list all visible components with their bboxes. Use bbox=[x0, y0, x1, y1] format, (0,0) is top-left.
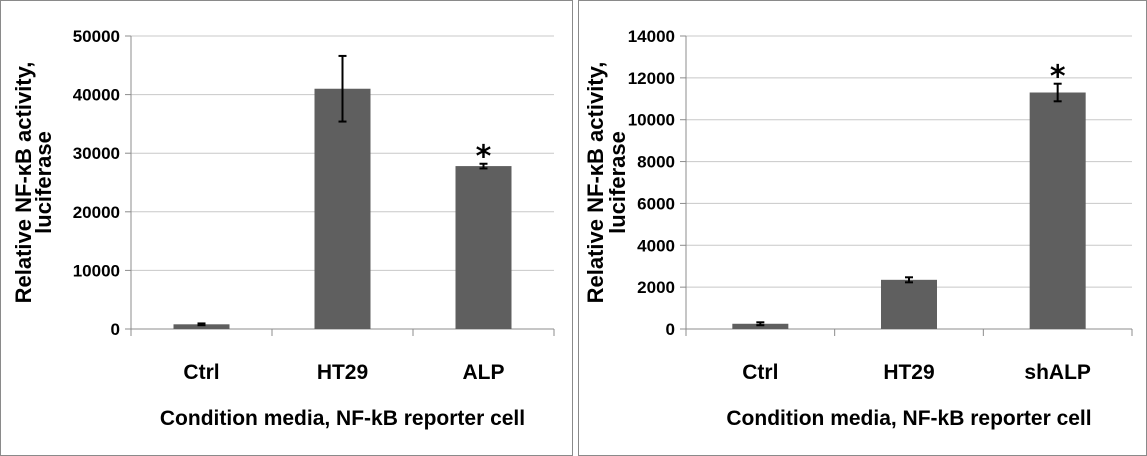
chart-left: 0 10000 20000 30000 40000 50000 Ctrl HT29 * ALP Co… bbox=[11, 27, 555, 430]
y-tick-label: 40000 bbox=[73, 86, 120, 105]
bar-shalp bbox=[1029, 92, 1086, 329]
bar-ctrl bbox=[173, 324, 230, 329]
x-category-label: HT29 bbox=[883, 361, 934, 384]
bar-ht29 bbox=[314, 88, 371, 330]
y-axis-title-line2: luciferase bbox=[31, 131, 56, 234]
y-tick-label: 14000 bbox=[628, 27, 675, 46]
x-category-label: shALP bbox=[1024, 361, 1091, 384]
y-axis-title-line1: Relative NF-κB activity, bbox=[583, 62, 608, 304]
y-tick-label: 12000 bbox=[628, 69, 675, 88]
y-tick-label: 10000 bbox=[73, 261, 120, 280]
x-category-label: Ctrl bbox=[183, 361, 219, 384]
x-category-label: HT29 bbox=[317, 361, 368, 384]
y-tick-label: 20000 bbox=[73, 203, 120, 222]
y-tick-label: 2000 bbox=[637, 278, 675, 297]
x-category-label: Ctrl bbox=[742, 361, 778, 384]
chart-panel-right: 0 2000 4000 6000 8000 10000 12000 14000 Ctrl HT29… bbox=[578, 0, 1147, 456]
chart-panel-left: 0 10000 20000 30000 40000 50000 Ctrl HT29 * ALP Co… bbox=[0, 0, 573, 456]
y-tick-label: 30000 bbox=[73, 144, 120, 163]
y-tick-label: 6000 bbox=[637, 194, 675, 213]
significance-star: * bbox=[476, 140, 492, 175]
x-category-label: ALP bbox=[463, 361, 505, 384]
y-tick-label: 8000 bbox=[637, 153, 675, 172]
bar-ctrl bbox=[732, 323, 789, 329]
y-tick-label: 4000 bbox=[637, 236, 675, 255]
x-axis-title: Condition media, NF-kB reporter cell bbox=[160, 407, 525, 430]
y-tick-label: 50000 bbox=[73, 27, 120, 46]
bar-ht29 bbox=[881, 279, 937, 329]
y-tick-label: 10000 bbox=[628, 111, 675, 130]
y-axis-title-line2: luciferase bbox=[605, 131, 630, 234]
y-axis-title-line1: Relative NF-κB activity, bbox=[11, 62, 36, 304]
y-tick-label: 0 bbox=[111, 320, 120, 339]
x-axis-title: Condition media, NF-kB reporter cell bbox=[726, 407, 1091, 430]
significance-star: * bbox=[1050, 60, 1066, 95]
chart-right: 0 2000 4000 6000 8000 10000 12000 14000 Ctrl HT29… bbox=[583, 27, 1133, 430]
y-tick-label: 0 bbox=[666, 320, 675, 339]
bar-alp bbox=[455, 166, 512, 329]
